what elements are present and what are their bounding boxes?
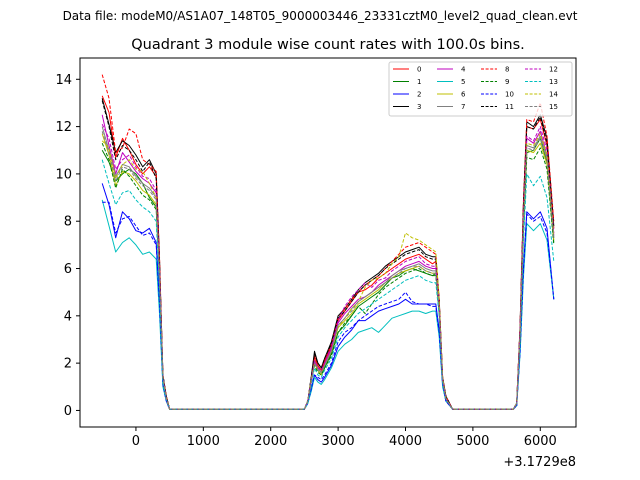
- plot-frame: [79, 57, 577, 428]
- legend-label-7: 7: [461, 103, 465, 111]
- series-layer: [101, 74, 555, 410]
- chart-title: Quadrant 3 module wise count rates with …: [131, 37, 525, 53]
- x-tick-label: 4000: [389, 434, 422, 449]
- x-tick-label: 1000: [187, 434, 220, 449]
- y-tick-label: 8: [64, 215, 72, 230]
- legend-label-11: 11: [505, 103, 514, 111]
- legend-label-4: 4: [461, 66, 466, 74]
- x-tick-label: 0: [132, 434, 140, 449]
- y-tick-label: 10: [55, 167, 72, 182]
- x-axis: 0 1000 2000 3000 4000 5000 6000: [132, 427, 557, 449]
- y-tick-label: 2: [64, 357, 72, 372]
- legend-label-6: 6: [461, 91, 466, 99]
- x-tick-label: 6000: [524, 434, 557, 449]
- y-tick-label: 0: [64, 404, 72, 419]
- legend-label-9: 9: [505, 78, 509, 86]
- x-tick-label: 2000: [254, 434, 287, 449]
- legend-label-0: 0: [417, 66, 421, 74]
- y-tick-label: 6: [64, 262, 72, 277]
- legend-label-1: 1: [417, 78, 421, 86]
- y-tick-label: 14: [55, 73, 72, 88]
- legend-label-13: 13: [549, 78, 558, 86]
- legend-label-8: 8: [505, 66, 509, 74]
- legend-frame: [388, 61, 573, 117]
- y-tick-label: 4: [64, 309, 72, 324]
- legend-label-5: 5: [461, 78, 465, 86]
- legend-label-10: 10: [505, 91, 514, 99]
- legend-label-3: 3: [417, 103, 421, 111]
- x-offset-label: +3.1729e8: [503, 455, 576, 470]
- legend-label-15: 15: [549, 103, 558, 111]
- x-tick-label: 5000: [456, 434, 489, 449]
- x-tick-label: 3000: [322, 434, 355, 449]
- legend-label-12: 12: [549, 66, 558, 74]
- legend-label-14: 14: [549, 91, 558, 99]
- y-tick-label: 12: [55, 120, 72, 135]
- legend-label-2: 2: [417, 91, 421, 99]
- series-line-15: [101, 131, 555, 410]
- y-axis: 0 2 4 6 8 10 12 14: [55, 73, 80, 419]
- figure-suptitle: Data file: modeM0/AS1A07_148T05_90000034…: [63, 9, 578, 23]
